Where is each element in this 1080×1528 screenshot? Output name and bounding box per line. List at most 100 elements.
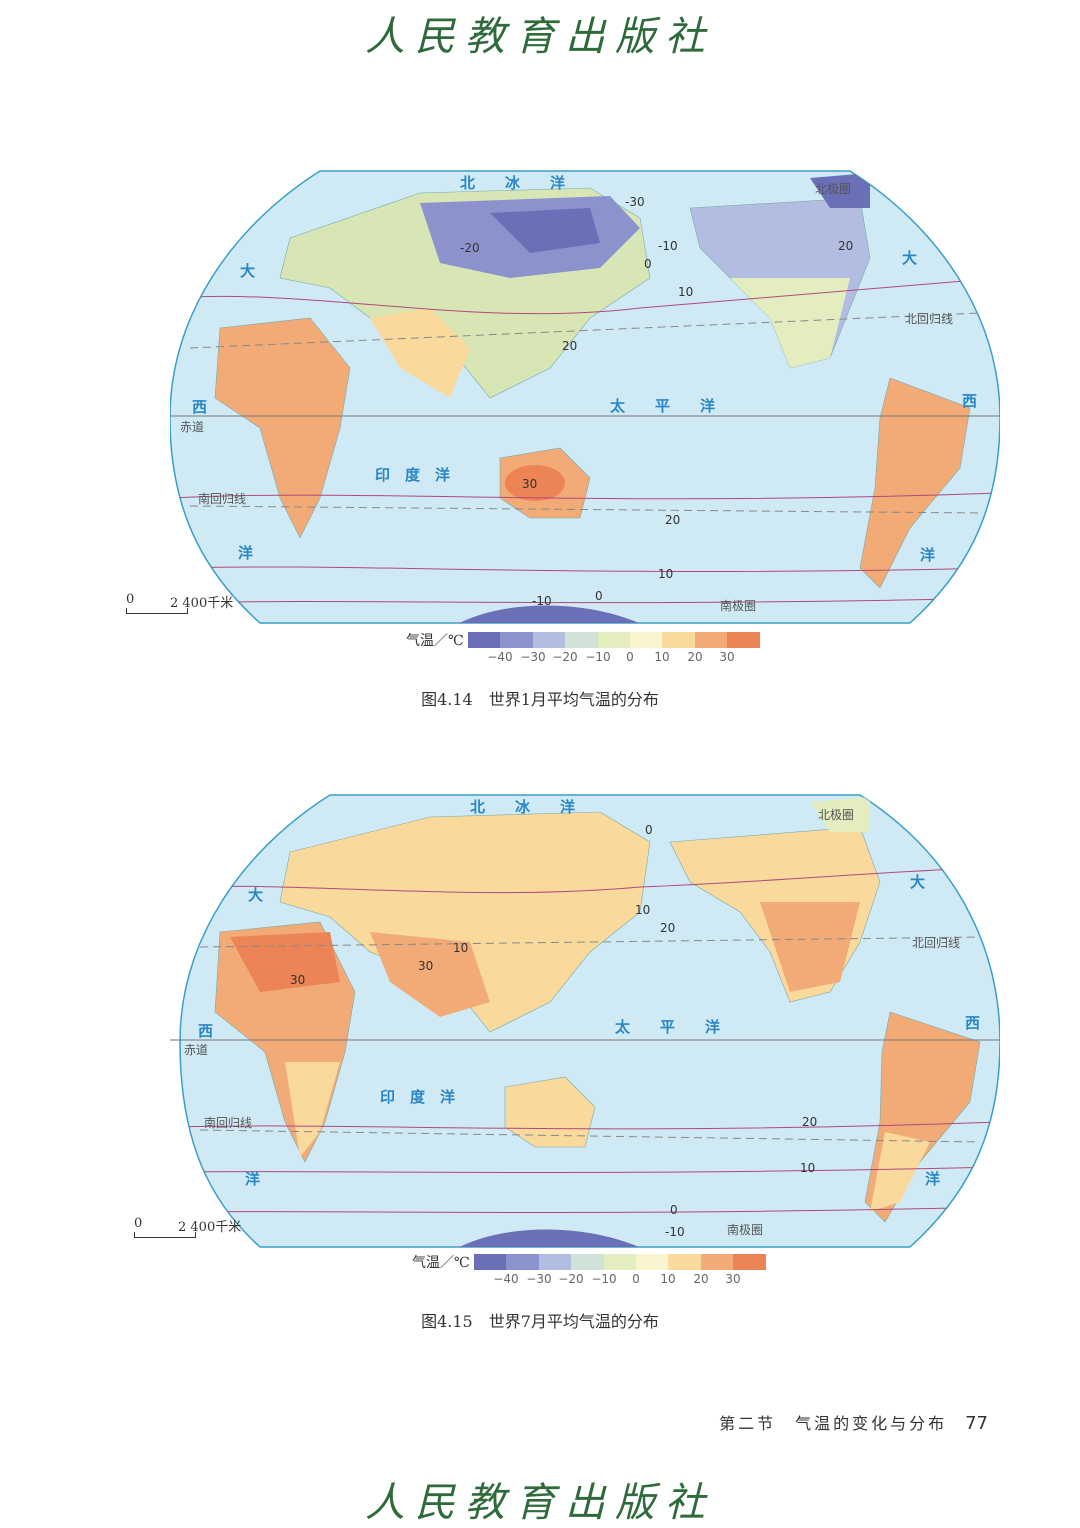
legend-swatch xyxy=(727,632,760,648)
tropic-north-label: 北回归线 xyxy=(905,312,953,326)
january-temperature-map: 北 冰 洋 太 平 洋 印 度 洋 大 西 洋 大 西 洋 赤道 北回归线 南回… xyxy=(170,168,1000,628)
legend-swatch xyxy=(565,632,598,648)
sahara-hot-zone xyxy=(230,932,340,992)
legend-tick: 20 xyxy=(693,1272,709,1286)
figure-caption-1: 图4.14 世界1月平均气温的分布 xyxy=(421,690,659,709)
isotherm-label: 30 xyxy=(290,973,305,987)
ocean-label-atlantic-l2: 西 xyxy=(192,398,207,416)
legend-swatch xyxy=(700,1254,734,1270)
scale-zero: 0 xyxy=(126,592,135,607)
legend-swatch xyxy=(500,632,533,648)
legend-swatch xyxy=(538,1254,572,1270)
legend-title: 气温／℃ xyxy=(406,633,464,649)
legend-swatch xyxy=(733,1254,766,1270)
legend-title: 气温／℃ xyxy=(412,1255,470,1271)
legend-swatches xyxy=(474,1254,766,1270)
scale-bar-1: 0 2 400千米 xyxy=(126,592,233,614)
equator-label: 赤道 xyxy=(180,420,204,434)
isotherm-label: 10 xyxy=(678,285,693,299)
isotherm-label: 10 xyxy=(635,903,650,917)
legend-swatch xyxy=(603,1254,636,1270)
publisher-watermark: 人民教育出版社 xyxy=(365,14,715,60)
greenland xyxy=(810,173,870,208)
legend-swatch xyxy=(635,1254,669,1270)
isotherm-label: 10 xyxy=(453,941,468,955)
legend-swatch xyxy=(468,632,501,648)
arctic-circle-label: 北极圈 xyxy=(818,808,854,822)
isotherm-label: 20 xyxy=(665,513,680,527)
legend-tick: 10 xyxy=(654,650,670,664)
legend-tick: 0 xyxy=(632,1272,640,1286)
isotherm-label: 20 xyxy=(660,921,675,935)
ocean-label-atlantic-r2: 西 xyxy=(965,1014,980,1032)
scale-distance: 2 400千米 xyxy=(170,596,234,611)
legend-swatch xyxy=(629,632,663,648)
legend-swatch xyxy=(506,1254,539,1270)
page-number: 77 xyxy=(965,1413,988,1434)
ocean-label-atlantic-l2: 西 xyxy=(198,1022,213,1040)
ocean-label-arctic: 北 冰 洋 xyxy=(460,174,565,192)
ocean-label-indian: 印 度 洋 xyxy=(375,466,450,484)
ocean-label-atlantic-r1: 大 xyxy=(902,249,917,267)
legend-swatch xyxy=(571,1254,604,1270)
legend-tick: 30 xyxy=(719,650,735,664)
ocean-label-pacific: 太 平 洋 xyxy=(610,397,715,415)
isotherm-label: 0 xyxy=(645,823,653,837)
legend-swatch xyxy=(694,632,728,648)
legend-tick: 30 xyxy=(725,1272,741,1286)
landmass-antarctica xyxy=(450,605,650,623)
siberia-core-cold xyxy=(490,208,600,253)
landmass-antarctica xyxy=(450,1229,650,1247)
isotherm-label: 0 xyxy=(644,257,652,271)
isotherm-label: -10 xyxy=(658,239,678,253)
isotherm-label: 20 xyxy=(838,239,853,253)
legend-tick: −40 xyxy=(487,650,513,664)
isotherm-label: 10 xyxy=(658,567,673,581)
legend-swatch xyxy=(597,632,630,648)
tropic-south-label: 南回归线 xyxy=(204,1115,252,1130)
isotherm-label: 20 xyxy=(802,1115,817,1129)
july-temperature-map: 北 冰 洋 太 平 洋 印 度 洋 大 西 洋 大 西 洋 赤道 北回归线 南回… xyxy=(170,792,1000,1252)
publisher-watermark: 人民教育出版社 xyxy=(365,1480,715,1526)
tropic-north-label: 北回归线 xyxy=(912,936,960,950)
ocean-label-atlantic-l3: 洋 xyxy=(238,544,253,562)
tropic-south-label: 南回归线 xyxy=(198,491,246,506)
page-footer: 第二节 气温的变化与分布 77 xyxy=(719,1410,988,1434)
landmass-south-america xyxy=(859,377,971,589)
legend-tick: 10 xyxy=(660,1272,676,1286)
equator-label: 赤道 xyxy=(184,1043,208,1057)
isotherm-label: 30 xyxy=(522,477,537,491)
landmass-eurasia xyxy=(279,811,651,1033)
ocean-label-atlantic-l1: 大 xyxy=(248,886,263,904)
isotherm-label: -10 xyxy=(532,594,552,608)
isotherm-label: 20 xyxy=(562,339,577,353)
legend-tick: −10 xyxy=(591,1272,617,1286)
legend-tick: −10 xyxy=(585,650,611,664)
temperature-legend-2: 气温／℃ −40 −30 −20 −10 0 10 20 30 xyxy=(412,1252,772,1292)
ocean-label-arctic: 北 冰 洋 xyxy=(470,798,575,816)
legend-tick: −30 xyxy=(520,650,546,664)
scale-bar-2: 0 2 400千米 xyxy=(134,1216,241,1238)
legend-tick: −20 xyxy=(558,1272,584,1286)
isotherm-label: 30 xyxy=(418,959,433,973)
ocean-label-atlantic-r1: 大 xyxy=(910,873,925,891)
legend-tick: −30 xyxy=(526,1272,552,1286)
landmass-africa xyxy=(214,317,351,539)
isotherm-label: 0 xyxy=(670,1203,678,1217)
ocean-label-atlantic-l3: 洋 xyxy=(245,1170,260,1188)
antarctic-circle-label: 南极圈 xyxy=(720,598,756,613)
antarctic-circle-label: 南极圈 xyxy=(727,1222,763,1237)
ocean-label-atlantic-r3: 洋 xyxy=(920,546,935,564)
section-title: 第二节 气温的变化与分布 xyxy=(719,1414,948,1433)
scale-distance: 2 400千米 xyxy=(178,1220,242,1235)
legend-tick: 0 xyxy=(626,650,634,664)
legend-tick: −20 xyxy=(552,650,578,664)
legend-swatch xyxy=(474,1254,507,1270)
isotherm-label: -10 xyxy=(665,1225,685,1239)
legend-swatch xyxy=(662,632,695,648)
ocean-label-pacific: 太 平 洋 xyxy=(615,1018,720,1036)
legend-tick: 20 xyxy=(687,650,703,664)
ocean-label-indian: 印 度 洋 xyxy=(380,1088,455,1106)
greenland xyxy=(810,797,870,832)
legend-swatch xyxy=(668,1254,701,1270)
